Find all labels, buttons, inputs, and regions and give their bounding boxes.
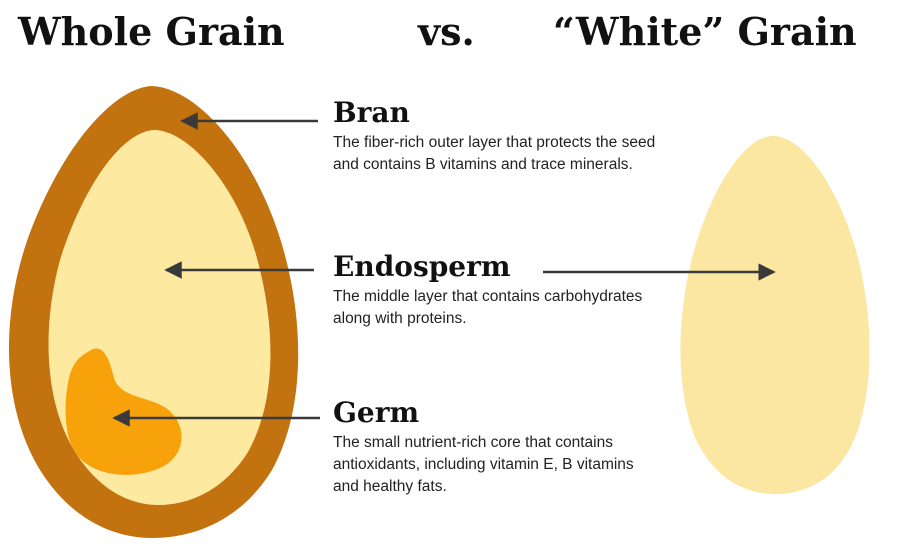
white-grain-shape — [680, 136, 870, 494]
bran-heading: Bran — [333, 96, 410, 129]
bran-label-group: Bran The fiber-rich outer layer that pro… — [333, 96, 693, 176]
germ-heading: Germ — [333, 396, 420, 429]
germ-description: The small nutrient-rich core that contai… — [333, 434, 634, 495]
bran-description: The fiber-rich outer layer that protects… — [333, 134, 656, 173]
whole-grain-title: Whole Grain — [18, 9, 285, 54]
endosperm-description: The middle layer that contains carbohydr… — [333, 288, 643, 327]
white-grain-title: “White” Grain — [553, 9, 857, 54]
endosperm-heading: Endosperm — [333, 250, 511, 283]
vs-label: vs. — [418, 9, 475, 54]
endosperm-label-group: Endosperm The middle layer that contains… — [333, 250, 693, 330]
germ-label-group: Germ The small nutrient-rich core that c… — [333, 396, 693, 498]
